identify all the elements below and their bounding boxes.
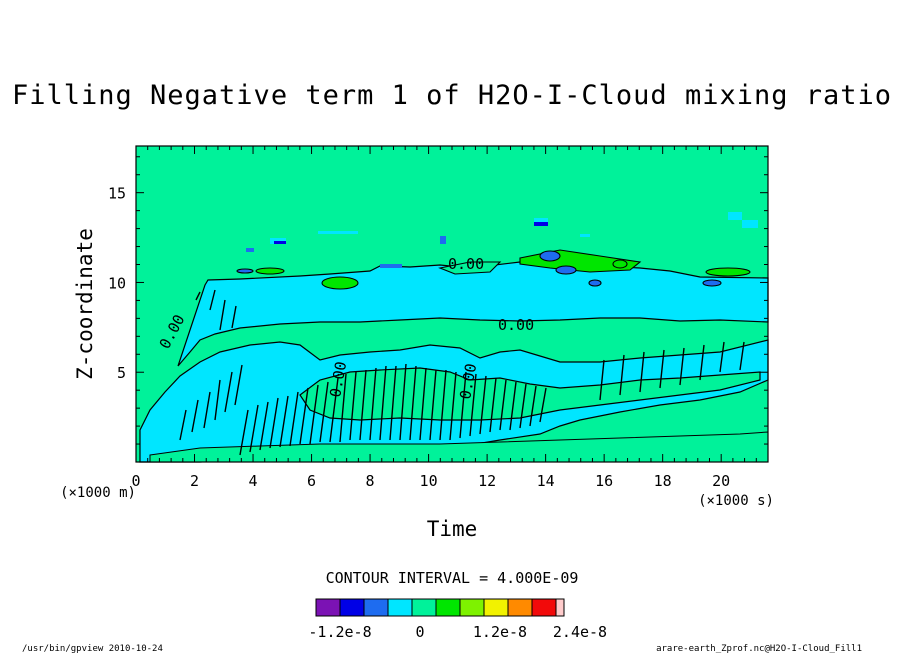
chart-title: Filling Negative term 1 of H2O-I-Cloud m… [12, 80, 892, 111]
x-tick-label: 20 [712, 472, 730, 490]
cyan-upper-band [177, 261, 769, 367]
colorbar-swatch [507, 598, 533, 617]
footer-left: /usr/bin/gpview 2010-10-24 [22, 644, 163, 654]
vertical-strokes [179, 289, 745, 456]
y-tick-label: 5 [117, 364, 126, 382]
contour-label: 0.00 [448, 255, 484, 273]
colorbar-label: 1.2e-8 [473, 623, 527, 641]
y-tick-label: 10 [108, 274, 126, 292]
x-tick-label: 16 [595, 472, 613, 490]
contour-label: 0.00 [326, 360, 350, 399]
colorbar-swatch [387, 598, 413, 617]
contour-label: 0.00 [498, 316, 534, 334]
axes: 0 2 4 6 8 10 12 14 16 18 20 5 10 15 [108, 146, 769, 490]
colorbar-swatch [363, 598, 389, 617]
colorbar: -1.2e-8 0 1.2e-8 2.4e-8 [308, 598, 607, 641]
x-tick-label: 4 [249, 472, 258, 490]
upper-bits [246, 212, 758, 268]
y-axis-unit: (×1000 m) [60, 485, 136, 501]
colorbar-swatch [483, 598, 509, 617]
colorbar-swatch [555, 598, 565, 617]
x-tick-label: 18 [654, 472, 672, 490]
colorbar-label: 0 [415, 623, 424, 641]
plot-area: 0.00 0.00 0.00 0.00 0.00 [135, 145, 769, 463]
x-tick-label: 8 [366, 472, 375, 490]
colorbar-label: 2.4e-8 [553, 623, 607, 641]
x-tick-label: 2 [190, 472, 199, 490]
x-tick-label: 12 [478, 472, 496, 490]
x-tick-label: 10 [420, 472, 438, 490]
x-axis-unit: (×1000 s) [698, 493, 774, 509]
x-axis-label: Time [427, 517, 478, 541]
colorbar-swatch [339, 598, 365, 617]
contour-interval: CONTOUR INTERVAL = 4.000E-09 [326, 569, 579, 587]
x-tick-label: 6 [307, 472, 316, 490]
contour-label: 0.00 [456, 362, 480, 401]
y-axis-label: Z-coordinate [73, 228, 97, 380]
colorbar-swatch [411, 598, 437, 617]
x-tick-label: 14 [537, 472, 555, 490]
x-tick-label: 0 [131, 472, 140, 490]
colorbar-swatch [459, 598, 485, 617]
footer-right: arare-earth_Zprof.nc@H2O-I-Cloud_Fill1 [656, 644, 862, 654]
colorbar-swatch [315, 598, 341, 617]
colorbar-swatch [531, 598, 557, 617]
colorbar-label: -1.2e-8 [308, 623, 371, 641]
upper-patches [236, 249, 751, 290]
y-tick-label: 15 [108, 185, 126, 203]
colorbar-swatch [435, 598, 461, 617]
